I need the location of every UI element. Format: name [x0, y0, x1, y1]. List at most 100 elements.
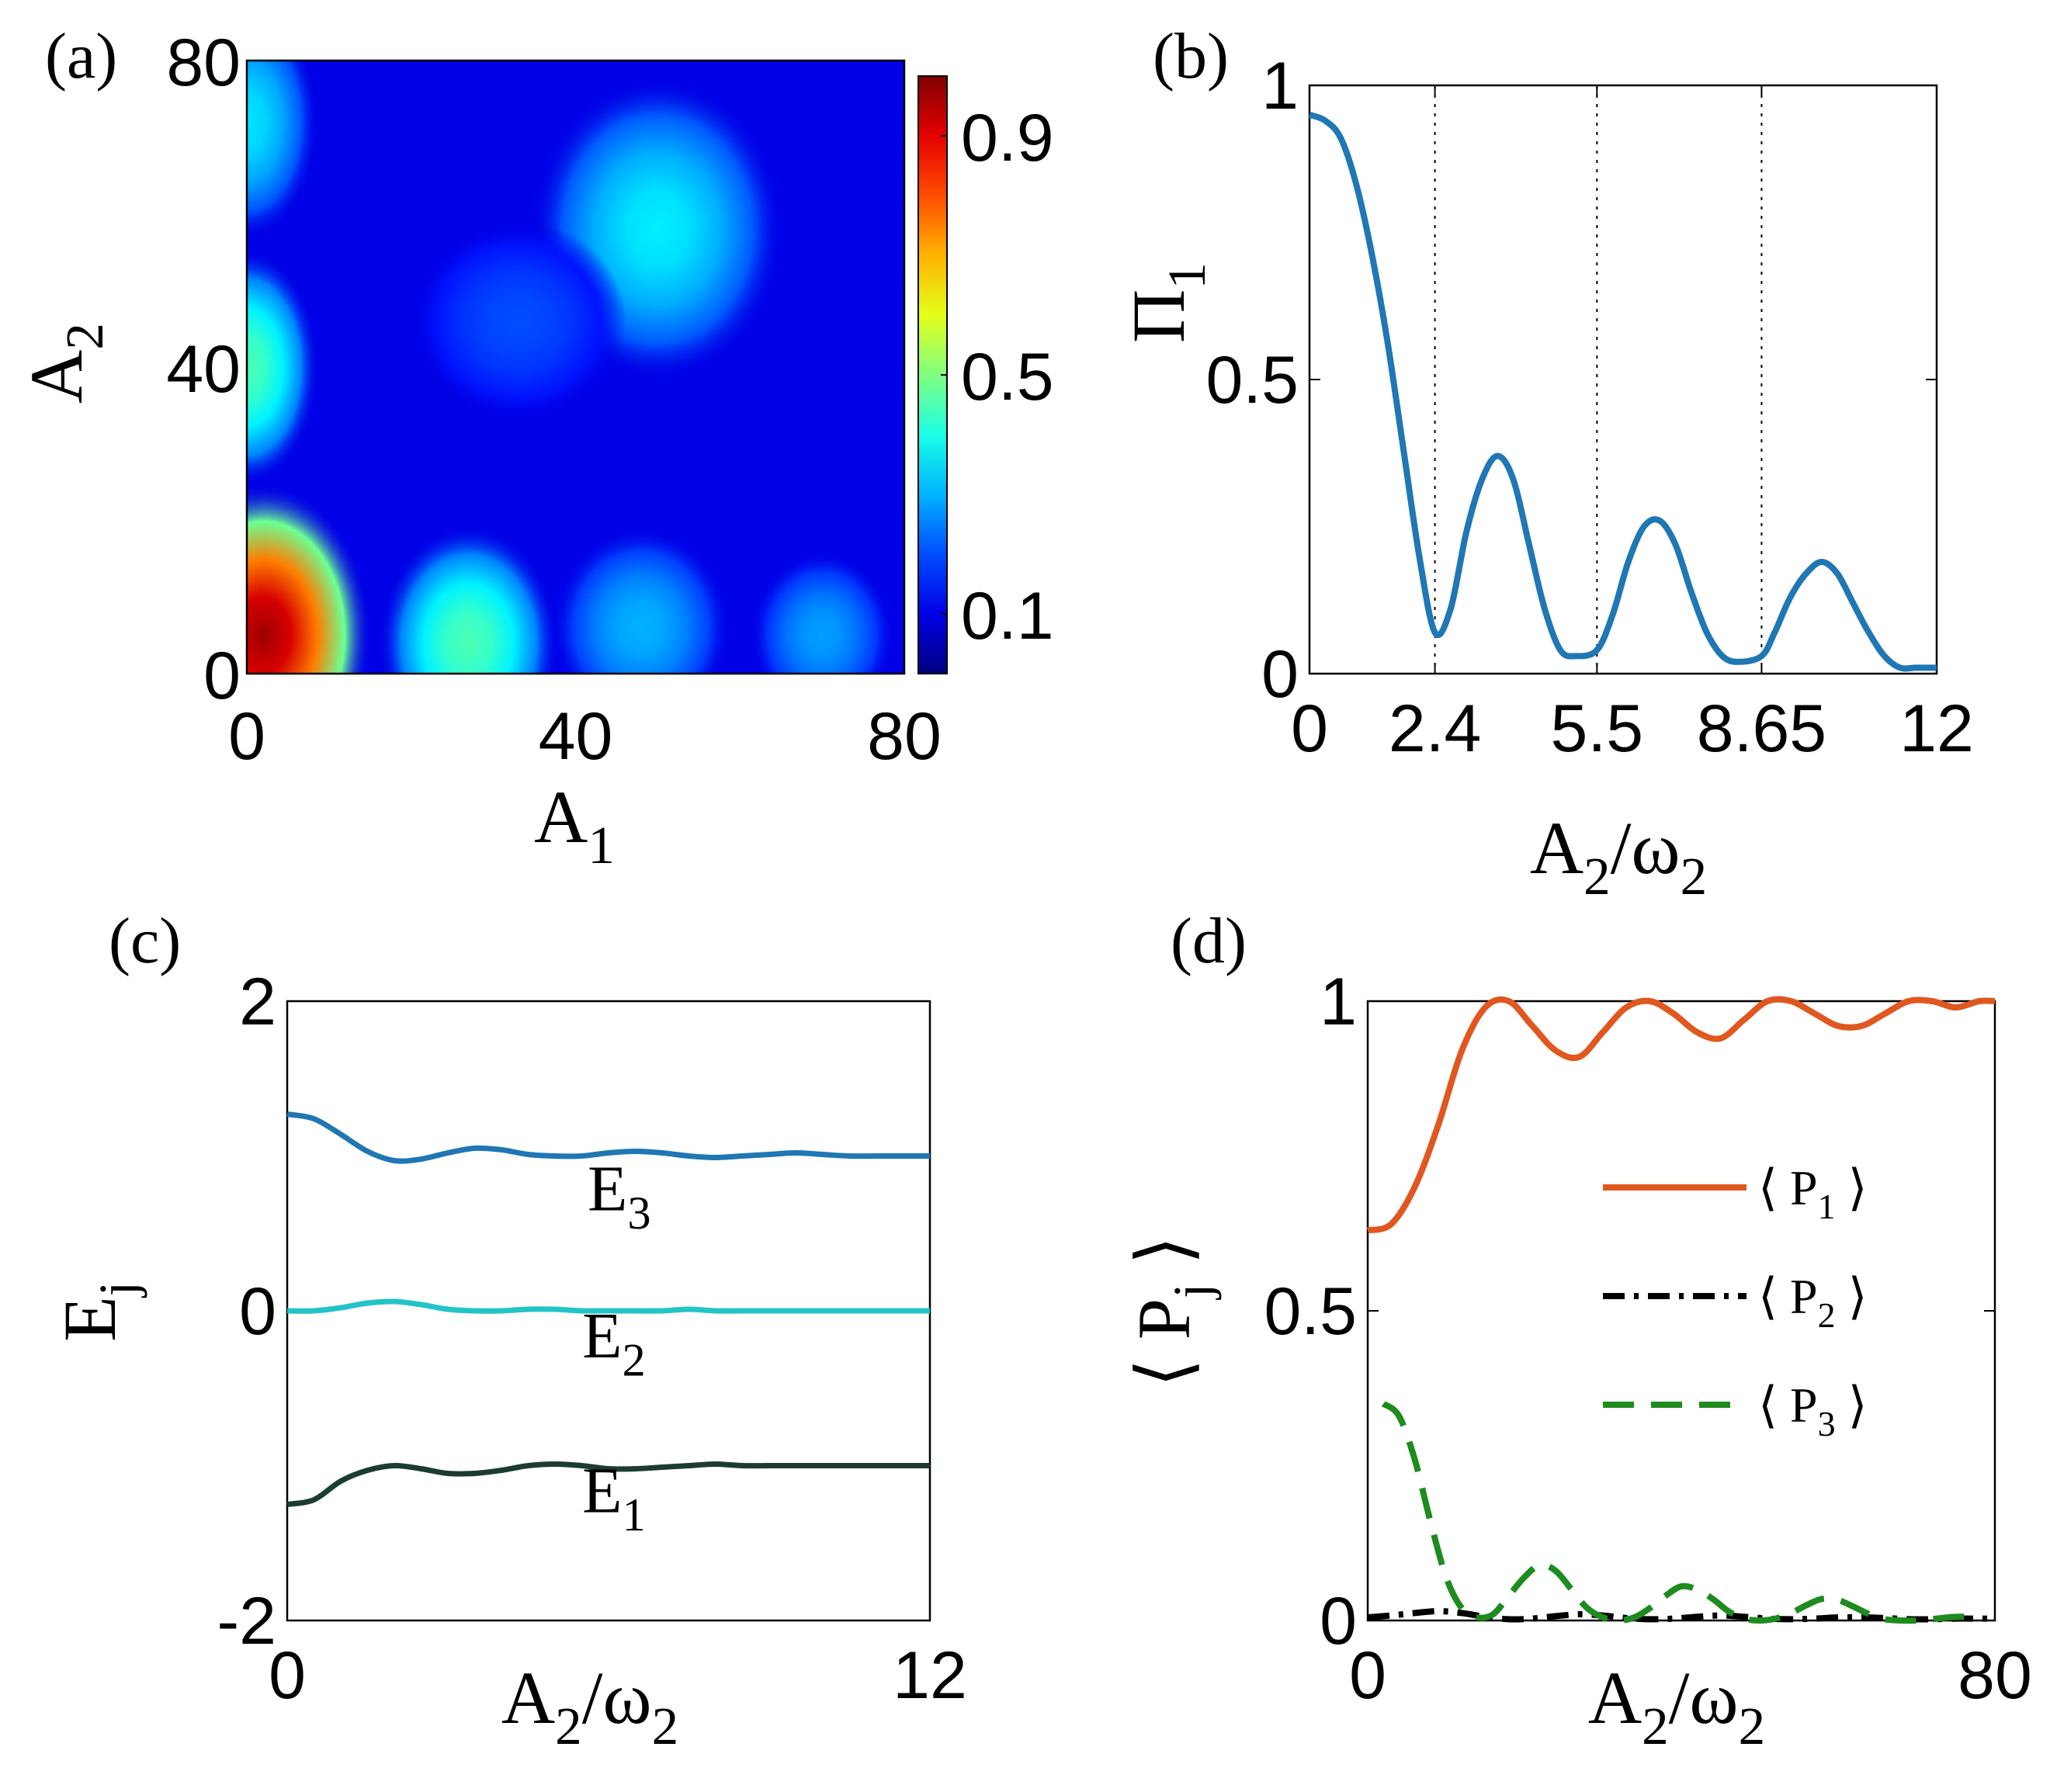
plot-d-ylabel-main: ⟨ P: [1122, 1298, 1205, 1388]
series-e3: [286, 1111, 930, 1164]
panel-label-a: (a): [45, 20, 117, 92]
plot-d-ylabel-sub: j: [1163, 1284, 1222, 1300]
plot-c-xtick-label: 0: [269, 1638, 306, 1713]
legend-label-sub: 2: [1818, 1295, 1836, 1335]
plot-b-xlabel-sub: 2: [1583, 846, 1611, 906]
legend-label-p3: ⟨ P3 ⟩: [1758, 1378, 1868, 1444]
heatmap-blob: [247, 484, 372, 674]
label-e1: E1: [582, 1454, 646, 1541]
heatmap-ytick-label: 80: [166, 26, 241, 100]
heatmap-blob: [550, 526, 732, 674]
panel-label-d: (d): [1171, 905, 1247, 977]
legend-label-end: ⟩: [1836, 1160, 1868, 1215]
heatmap-ylabel: A2: [15, 323, 114, 404]
plot-d-frame: [1366, 1000, 1996, 1622]
plot-c-xtick-label: 12: [893, 1638, 967, 1713]
plot-c-ytick-label: 0: [239, 1274, 276, 1349]
plot-d-xlabel-mid: /ω: [1669, 1656, 1739, 1739]
series-e2: [286, 1298, 930, 1314]
plot-d-ytick-label: 0: [1320, 1584, 1357, 1659]
heatmap-blob: [749, 551, 895, 674]
plot-b-ytick-label: 0.5: [1205, 343, 1299, 418]
label-e2-main: E: [582, 1300, 622, 1372]
plot-b-ylabel-main: Π: [1117, 289, 1200, 343]
plot-b-ytick-label: 0: [1261, 637, 1299, 712]
plot-c-xlabel-sub2: 2: [652, 1696, 679, 1756]
legend-label-main: ⟨ P: [1758, 1269, 1818, 1324]
plot-b-xtick-label: 5.5: [1551, 691, 1644, 766]
label-e1-sub: 1: [622, 1489, 645, 1541]
plot-d-ylabel: ⟨ Pj ⟩: [1122, 1236, 1222, 1387]
plot-d-ytick-label: 0.5: [1264, 1274, 1357, 1349]
label-e2: E2: [582, 1300, 646, 1387]
plot-b-xlabel-mid: /ω: [1611, 806, 1681, 889]
plot-c-ylabel-main: E: [48, 1296, 131, 1342]
legend-label-p1: ⟨ P1 ⟩: [1758, 1160, 1868, 1226]
plot-b-ylabel: Π1: [1117, 262, 1216, 343]
plot-b-xtick-label: 2.4: [1389, 691, 1482, 766]
series-p1: [1366, 996, 1996, 1234]
legend-label-p2: ⟨ P2 ⟩: [1758, 1269, 1868, 1335]
plot-c-ylabel-sub: j: [88, 1281, 147, 1298]
heatmap-ylabel-main: A: [15, 350, 98, 404]
plot-d-ytick-label: 1: [1320, 965, 1357, 1039]
plot-b-xtick-label: 8.65: [1697, 691, 1826, 766]
heatmap-xtick-label: 80: [867, 699, 942, 774]
panel-label-c: (c): [109, 905, 181, 977]
label-e3: E3: [588, 1152, 651, 1239]
series-p3: [1381, 1401, 1980, 1624]
plot-d-xlabel-main: A: [1588, 1656, 1642, 1739]
legend-label-main: ⟨ P: [1758, 1378, 1818, 1433]
colorbar-tick-label: 0.1: [961, 579, 1054, 653]
legend-label-end: ⟩: [1836, 1269, 1868, 1324]
heatmap-xtick-label: 0: [228, 699, 265, 774]
plot-d-xlabel-sub: 2: [1642, 1696, 1669, 1756]
legend-label-sub: 3: [1818, 1404, 1836, 1444]
legend-label-end: ⟩: [1836, 1378, 1868, 1433]
heatmap-blob: [247, 248, 320, 486]
plot-d-xlabel-sub2: 2: [1739, 1696, 1766, 1756]
heatmap-xlabel: A1: [534, 775, 615, 875]
legend-label-main: ⟨ P: [1758, 1160, 1818, 1215]
heatmap-xlabel-sub: 1: [588, 815, 615, 875]
heatmap-ytick-label: 40: [166, 332, 241, 407]
plot-c-xlabel-mid: /ω: [582, 1656, 652, 1739]
plot-b-xtick-label: 12: [1899, 691, 1974, 766]
plot-d-xtick-label: 80: [1958, 1638, 2032, 1713]
label-e1-main: E: [582, 1454, 622, 1527]
plot-b-xlabel-sub2: 2: [1681, 846, 1708, 906]
plot-b-xlabel-main: A: [1530, 806, 1583, 889]
heatmap-frame: [245, 59, 906, 675]
label-e2-sub: 2: [622, 1334, 645, 1386]
panel-label-b: (b): [1153, 20, 1229, 92]
label-e3-sub: 3: [627, 1187, 650, 1239]
plot-c-ylabel: Ej: [48, 1281, 147, 1342]
series-pi1: [1308, 112, 1937, 672]
series-e1: [286, 1461, 930, 1507]
heatmap-xlabel-main: A: [534, 775, 588, 858]
plot-d-xtick-label: 0: [1349, 1638, 1386, 1713]
heatmap-ytick-label: 0: [203, 639, 241, 713]
legend-label-sub: 1: [1818, 1187, 1836, 1226]
heatmap-blob: [409, 220, 627, 423]
colorbar-tick-label: 0.5: [961, 340, 1054, 414]
plot-d-xlabel: A2/ω2: [1588, 1656, 1765, 1756]
heatmap-blob: [378, 525, 560, 674]
plot-c-ytick-label: 2: [239, 965, 276, 1039]
plot-c-xlabel-sub: 2: [555, 1696, 582, 1756]
plot-c-ytick-label: -2: [217, 1584, 276, 1659]
heatmap-ylabel-sub: 2: [54, 323, 114, 350]
plot-b-ytick-label: 1: [1261, 49, 1299, 123]
heatmap-blobs: [247, 61, 895, 674]
plot-c-xlabel-main: A: [501, 1656, 555, 1739]
plot-b-xtick-label: 0: [1291, 691, 1328, 766]
label-e3-main: E: [588, 1152, 627, 1225]
heatmap-xtick-label: 40: [539, 699, 613, 774]
plot-d-ylabel-end: ⟩: [1122, 1236, 1205, 1283]
plot-c-xlabel: A2/ω2: [501, 1656, 678, 1756]
